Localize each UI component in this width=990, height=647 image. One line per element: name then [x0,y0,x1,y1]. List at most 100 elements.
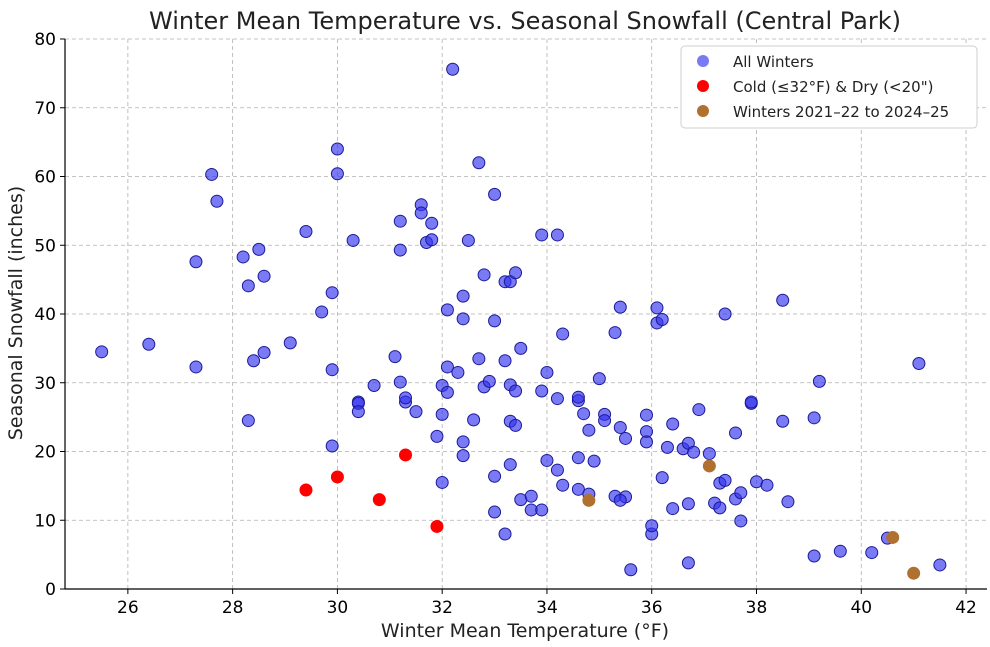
data-point-series-0 [702,447,716,461]
data-point-series-0 [257,346,271,359]
data-point-series-1 [399,448,413,462]
data-point-series-0 [681,556,695,570]
data-point-series-0 [556,327,570,341]
data-point-series-0 [582,423,596,437]
data-point-series-0 [933,558,947,572]
data-point-series-0 [456,449,470,463]
data-point-series-0 [550,228,564,242]
data-point-series-0 [655,471,669,485]
data-point-series-0 [393,214,407,228]
data-point-series-0 [393,243,407,257]
data-point-series-0 [655,313,669,326]
data-point-series-0 [456,312,470,326]
data-point-series-0 [388,350,402,364]
data-point-series-0 [681,497,695,511]
data-point-series-0 [446,62,460,76]
data-point-series-0 [571,451,585,465]
data-point-series-0 [514,341,528,355]
data-point-series-2 [582,493,596,507]
data-point-series-0 [833,544,847,558]
data-point-series-0 [650,301,664,315]
data-point-series-0 [613,493,627,507]
data-point-series-0 [692,403,706,417]
data-point-series-0 [571,390,585,404]
data-point-series-0 [393,375,407,389]
y-tick-label: 20 [34,443,56,463]
data-point-series-2 [886,530,900,544]
data-point-series-0 [330,142,344,156]
data-point-series-0 [713,501,727,515]
data-point-series-0 [613,420,627,434]
y-tick-label: 60 [34,168,56,188]
legend-box [680,45,978,129]
grid [65,38,987,590]
data-point-series-0 [587,454,601,468]
data-point-series-0 [488,314,502,328]
data-point-series-1 [430,519,444,533]
data-point-series-0 [734,514,748,528]
data-point-series-0 [252,242,266,256]
data-point-series-0 [718,473,732,487]
data-point-series-0 [325,286,339,300]
y-tick-label: 10 [34,511,56,531]
x-tick-label: 34 [536,598,558,618]
legend-marker-0 [697,55,709,67]
legend: All Winters Cold (≤32°F) & Dry (<20") Wi… [680,45,978,129]
data-point-series-0 [315,305,329,319]
data-point-series-0 [524,489,538,503]
data-point-series-0 [781,495,795,509]
data-point-series-0 [142,337,156,351]
data-points [95,62,947,580]
x-tick-label: 38 [746,598,768,618]
legend-label-0: All Winters [733,53,814,71]
data-point-series-0 [399,391,413,405]
data-point-series-0 [456,289,470,303]
data-point-series-0 [283,336,297,350]
data-point-series-0 [425,233,439,247]
legend-label-2: Winters 2021–22 to 2024–25 [733,103,949,121]
data-point-series-0 [509,384,523,398]
data-point-series-0 [865,546,879,560]
data-point-series-0 [639,408,653,422]
chart-title: Winter Mean Temperature vs. Seasonal Sno… [149,7,901,35]
legend-label-1: Cold (≤32°F) & Dry (<20") [733,78,933,96]
data-point-series-0 [540,365,554,379]
data-point-series-0 [498,527,512,541]
data-point-series-0 [330,167,344,181]
data-point-series-0 [467,413,481,427]
data-point-series-0 [598,414,612,428]
legend-marker-1 [697,80,709,92]
data-point-series-0 [435,475,449,489]
data-point-series-0 [440,385,454,399]
data-point-series-0 [624,563,638,577]
data-point-series-0 [503,458,517,472]
data-point-series-0 [247,354,261,368]
data-point-series-0 [729,426,743,440]
x-tick-label: 32 [431,598,453,618]
data-point-series-0 [472,156,486,170]
data-point-series-0 [660,440,674,454]
x-tick-label: 26 [117,598,139,618]
data-point-series-0 [472,352,486,366]
y-tick-label: 70 [34,99,56,119]
data-point-series-0 [912,357,926,370]
data-point-series-0 [666,417,680,431]
data-point-series-0 [535,384,549,398]
data-point-series-0 [509,266,523,280]
data-point-series-0 [409,405,423,419]
data-point-series-0 [687,445,701,459]
data-point-series-0 [639,435,653,449]
data-point-series-0 [325,439,339,453]
data-point-series-0 [241,279,255,293]
legend-marker-2 [697,105,709,117]
data-point-series-0 [734,486,748,500]
axes: 26 28 30 32 34 36 38 40 42 0 10 20 30 40 50 60 70 80 [34,30,987,618]
data-point-series-0 [482,374,496,388]
data-point-series-0 [535,503,549,517]
y-tick-label: 50 [34,236,56,256]
data-point-series-0 [550,392,564,406]
data-point-series-0 [299,225,313,238]
y-tick-label: 80 [34,30,56,50]
data-point-series-0 [488,505,502,519]
